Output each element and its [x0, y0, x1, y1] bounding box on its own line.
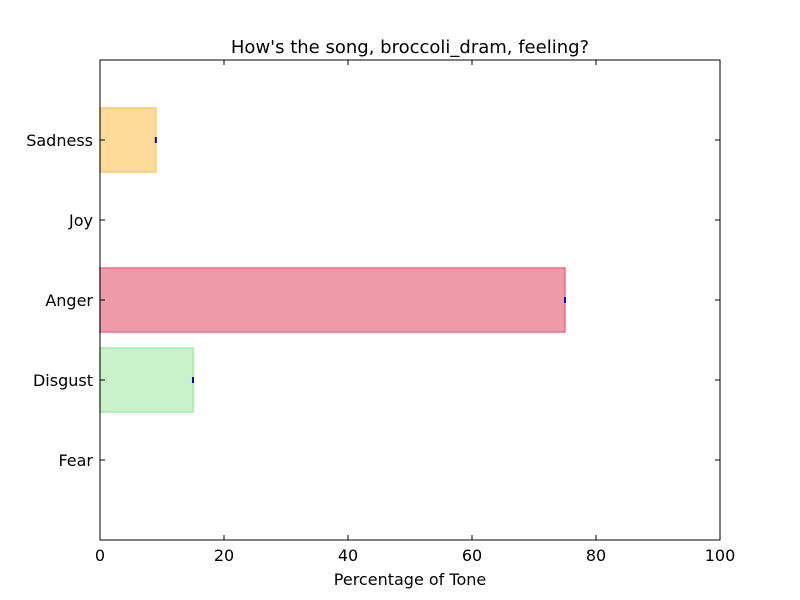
- bar-disgust: [99, 347, 194, 413]
- x-axis-label: Percentage of Tone: [334, 570, 486, 589]
- x-tick-label-0: 0: [95, 546, 105, 565]
- bar-sadness: [99, 107, 157, 173]
- bars-group: [99, 107, 566, 413]
- plot-frame: [99, 59, 721, 541]
- x-tick-label-60: 60: [462, 546, 482, 565]
- ticks-group: Sadness Joy Anger Disgust Fear 0 20 40 60 80 100: [26, 60, 735, 565]
- y-tick-label-joy: Joy: [68, 211, 93, 230]
- x-tick-label-20: 20: [214, 546, 234, 565]
- y-tick-label-fear: Fear: [58, 451, 93, 470]
- x-tick-label-100: 100: [705, 546, 736, 565]
- y-tick-label-disgust: Disgust: [33, 371, 93, 390]
- x-tick-label-80: 80: [586, 546, 606, 565]
- bar-anger: [99, 267, 566, 333]
- y-tick-label-anger: Anger: [45, 291, 93, 310]
- x-tick-label-40: 40: [338, 546, 358, 565]
- chart-title: How's the song, broccoli_dram, feeling?: [231, 37, 589, 58]
- y-tick-label-sadness: Sadness: [26, 131, 93, 150]
